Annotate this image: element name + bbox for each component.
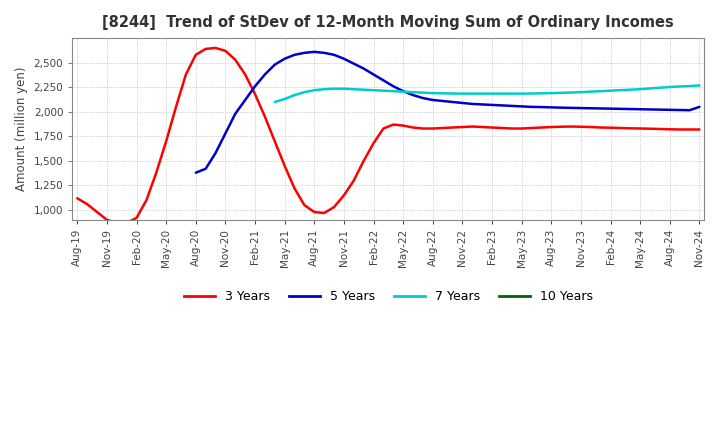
5 Years (695, 104, 703, 110)
3 Years (399, 123, 408, 128)
3 Years (487, 125, 496, 130)
5 Years (468, 101, 477, 106)
3 Years (695, 127, 703, 132)
Line: 7 Years: 7 Years (275, 85, 699, 102)
3 Years (162, 139, 171, 144)
Line: 3 Years: 3 Years (77, 48, 699, 223)
Y-axis label: Amount (million yen): Amount (million yen) (15, 67, 28, 191)
7 Years (379, 88, 388, 93)
7 Years (468, 91, 477, 96)
5 Years (379, 78, 388, 83)
3 Years (211, 45, 220, 51)
Legend: 3 Years, 5 Years, 7 Years, 10 Years: 3 Years, 5 Years, 7 Years, 10 Years (179, 285, 598, 308)
7 Years (418, 90, 427, 95)
5 Years (478, 102, 487, 107)
7 Years (330, 86, 338, 92)
3 Years (112, 220, 121, 225)
3 Years (438, 125, 447, 131)
3 Years (73, 196, 81, 201)
5 Years (330, 52, 338, 58)
Title: [8244]  Trend of StDev of 12-Month Moving Sum of Ordinary Incomes: [8244] Trend of StDev of 12-Month Moving… (102, 15, 674, 30)
5 Years (418, 95, 427, 101)
3 Years (349, 178, 358, 183)
7 Years (478, 91, 487, 96)
3 Years (498, 125, 506, 131)
Line: 5 Years: 5 Years (196, 52, 699, 173)
7 Years (695, 83, 703, 88)
